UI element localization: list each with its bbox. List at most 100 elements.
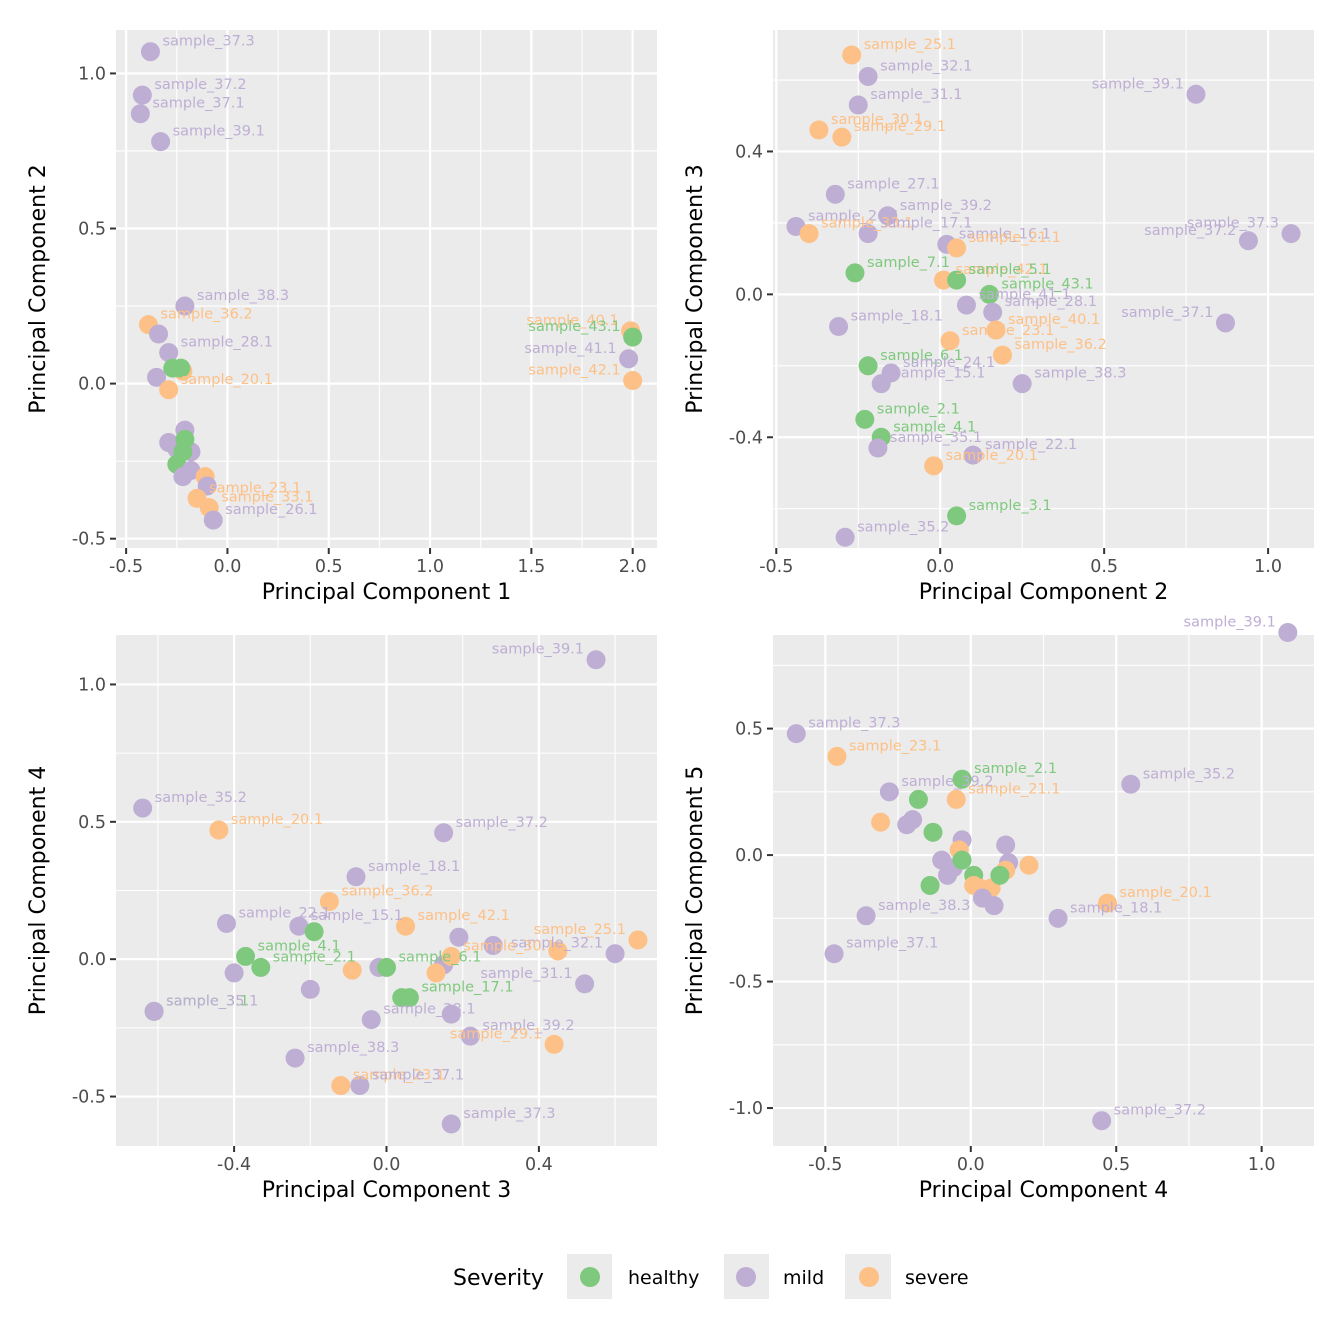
point-mild — [132, 85, 152, 105]
point-mild — [575, 974, 595, 994]
point-severe — [159, 380, 179, 400]
legend-dot-severe — [859, 1267, 879, 1287]
point-mild — [289, 916, 309, 936]
point-mild — [1238, 231, 1258, 251]
legend-item-severe: severe — [845, 1254, 969, 1299]
point-label: sample_18.1 — [368, 859, 460, 875]
point-label: sample_20.1 — [946, 448, 1038, 464]
point-severe — [1097, 893, 1117, 913]
point-label: sample_25.1 — [534, 922, 626, 938]
point-severe — [842, 45, 862, 65]
point-label: sample_36.2 — [1015, 337, 1107, 353]
point-mild — [1281, 224, 1301, 244]
point-mild — [996, 835, 1016, 855]
point-severe — [623, 371, 643, 391]
point-label: sample_38.3 — [307, 1040, 399, 1056]
x-axis-title: Principal Component 2 — [919, 580, 1168, 605]
point-severe — [940, 331, 960, 351]
point-mild — [216, 913, 236, 933]
point-label: sample_7.1 — [867, 255, 950, 271]
point-label: sample_3.1 — [166, 993, 249, 1009]
x-tick-label: 0.5 — [315, 557, 343, 577]
legend-dot-healthy — [580, 1267, 600, 1287]
y-axis-title: Principal Component 5 — [683, 766, 708, 1015]
x-tick-label: 2.0 — [619, 557, 647, 577]
point-mild — [149, 324, 169, 344]
y-tick-label: -0.4 — [729, 428, 763, 448]
point-label: sample_37.3 — [463, 1106, 555, 1122]
point-labels: sample_39.1 sample_37.3 sample_23.1 sample_… — [808, 614, 1276, 1118]
point-label: sample_38.3 — [878, 898, 970, 914]
point-label: sample_39.1 — [492, 642, 584, 658]
point-label: sample_40.1 — [526, 313, 618, 329]
point-label: sample_36.2 — [341, 883, 433, 899]
point-mild — [824, 944, 844, 964]
point-mild — [224, 963, 244, 983]
point-healthy — [236, 946, 256, 966]
point-healthy — [990, 865, 1010, 885]
point-mild — [786, 724, 806, 744]
point-severe — [396, 916, 416, 936]
point-label: sample_3.1 — [969, 498, 1052, 514]
point-label: sample_20.1 — [231, 812, 323, 828]
point-mild — [619, 349, 639, 369]
point-label: sample_40.1 — [1008, 312, 1100, 328]
y-tick-label: 0.4 — [735, 142, 763, 162]
point-label: sample_35.2 — [1143, 766, 1235, 782]
point-mild — [203, 510, 223, 530]
point-mild — [175, 296, 195, 316]
point-severe — [799, 224, 819, 244]
point-label: sample_35.2 — [857, 519, 949, 535]
point-healthy — [952, 769, 972, 789]
point-healthy — [979, 284, 999, 304]
point-healthy — [920, 875, 940, 895]
point-severe — [544, 1034, 564, 1054]
point-label: sample_26.1 — [225, 502, 317, 518]
panel-background — [773, 30, 1314, 548]
point-label: sample_25.1 — [864, 37, 956, 53]
point-mild — [858, 224, 878, 244]
point-mild — [963, 445, 983, 465]
point-label: sample_37.3 — [162, 34, 254, 50]
point-healthy — [923, 822, 943, 842]
point-mild — [856, 906, 876, 926]
point-label: sample_43.1 — [1001, 276, 1093, 292]
point-label: sample_2.1 — [974, 761, 1057, 777]
point-mild — [483, 935, 503, 955]
point-mild — [133, 798, 153, 818]
point-healthy — [251, 957, 271, 977]
point-label: sample_20.1 — [181, 372, 273, 388]
point-severe — [441, 946, 461, 966]
point-label: sample_17.1 — [880, 216, 972, 232]
point-healthy — [855, 409, 875, 429]
x-tick-label: 1.5 — [517, 557, 545, 577]
point-mild — [848, 95, 868, 115]
x-tick-label: 0.5 — [1090, 557, 1118, 577]
point-severe — [947, 238, 967, 258]
point-mild — [346, 867, 366, 887]
y-tick-label: 0.0 — [78, 950, 106, 970]
point-label: sample_21.1 — [969, 230, 1061, 246]
point-severe — [548, 941, 568, 961]
point-mild — [441, 1114, 461, 1134]
point-labels: sample_39.1 sample_35.2 sample_20.1 sample_… — [155, 642, 626, 1122]
point-mild — [159, 343, 179, 363]
point-label: sample_18.1 — [1070, 900, 1162, 916]
point-severe — [809, 120, 829, 140]
y-tick-label: 0.5 — [78, 220, 106, 240]
x-tick-label: 1.0 — [1254, 557, 1282, 577]
panel-1: -0.5 0.0 0.5 1.0 1.5 2.0 -0.5 0.0 0.5 1.0 Principa… — [26, 30, 657, 605]
point-mild — [871, 374, 891, 394]
point-label: sample_28.1 — [383, 1002, 475, 1018]
point-label: sample_6.1 — [880, 348, 963, 364]
y-tick-label: 0.0 — [735, 285, 763, 305]
point-label: sample_23.1 — [209, 480, 301, 496]
points — [786, 45, 1301, 547]
points — [786, 622, 1298, 1131]
point-severe — [342, 960, 362, 980]
point-healthy — [377, 957, 396, 977]
point-mild — [449, 927, 469, 947]
point-severe — [832, 127, 852, 147]
point-label: sample_4.1 — [893, 419, 976, 435]
points — [133, 650, 648, 1134]
